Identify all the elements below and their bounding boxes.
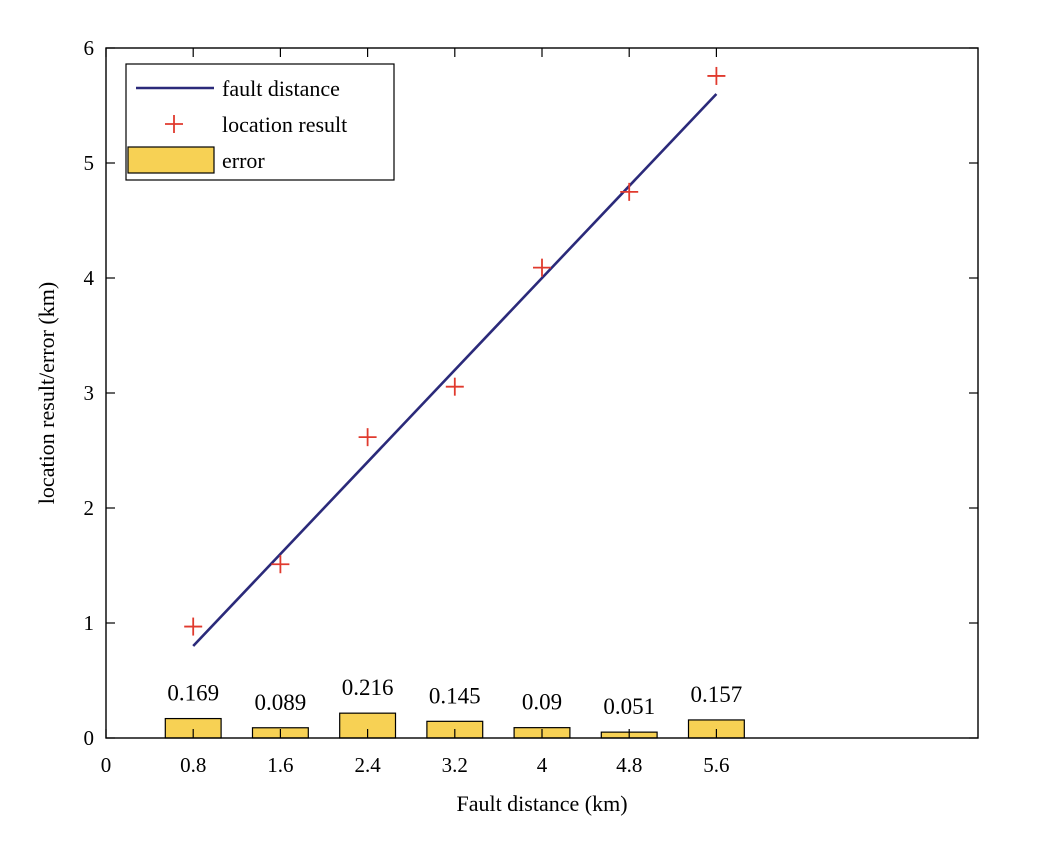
error-bar-label: 0.145	[429, 683, 481, 708]
y-tick-label: 6	[84, 36, 95, 60]
location-result-point	[707, 66, 726, 85]
location-result-point	[358, 428, 377, 447]
x-tick-label: 4	[537, 753, 548, 777]
y-tick-labels: 0 1 2 3 4 5 6	[84, 36, 95, 750]
error-bar-label: 0.157	[691, 682, 743, 707]
location-result-point	[445, 377, 464, 396]
y-tick-label: 5	[84, 151, 95, 175]
x-tick-label: 0.8	[180, 753, 206, 777]
error-bar-label: 0.09	[522, 690, 562, 715]
location-result-point	[184, 617, 203, 636]
y-tick-label: 1	[84, 611, 95, 635]
y-axis-label: location result/error (km)	[34, 282, 59, 504]
error-bar-label: 0.089	[255, 690, 307, 715]
location-result-point	[533, 258, 551, 277]
y-tick-label: 0	[84, 726, 95, 750]
error-bar-label: 0.169	[167, 681, 219, 706]
x-tick-label: 1.6	[267, 753, 293, 777]
x-tick-label: 2.4	[354, 753, 381, 777]
x-tick-label: 4.8	[616, 753, 642, 777]
location-result-point	[271, 555, 290, 574]
y-tick-label: 3	[84, 381, 95, 405]
error-bar-label: 0.051	[603, 694, 655, 719]
legend-label-error: error	[222, 148, 265, 173]
x-tick-label: 3.2	[442, 753, 468, 777]
y-tick-label: 2	[84, 496, 95, 520]
x-axis-label: Fault distance (km)	[456, 791, 627, 816]
legend-swatch-location-result	[165, 115, 183, 133]
x-tick-label: 5.6	[703, 753, 729, 777]
location-result-point	[620, 182, 639, 201]
legend-label-location-result: location result	[222, 112, 347, 137]
legend-swatch-error	[127, 146, 215, 174]
error-bar-labels: 0.169 0.089 0.216 0.145 0.09 0.051 0.157	[167, 675, 742, 719]
legend: fault distance location result error	[125, 63, 395, 181]
axis-ticks	[105, 47, 978, 739]
error-bar-label: 0.216	[342, 675, 394, 700]
location-result-series	[184, 66, 726, 636]
x-tick-labels: 0 0.8 1.6 2.4 3.2 4 4.8 5.6	[101, 753, 730, 777]
legend-label-fault-distance: fault distance	[222, 76, 340, 101]
x-tick-label: 0	[101, 753, 112, 777]
y-tick-label: 4	[84, 266, 95, 290]
